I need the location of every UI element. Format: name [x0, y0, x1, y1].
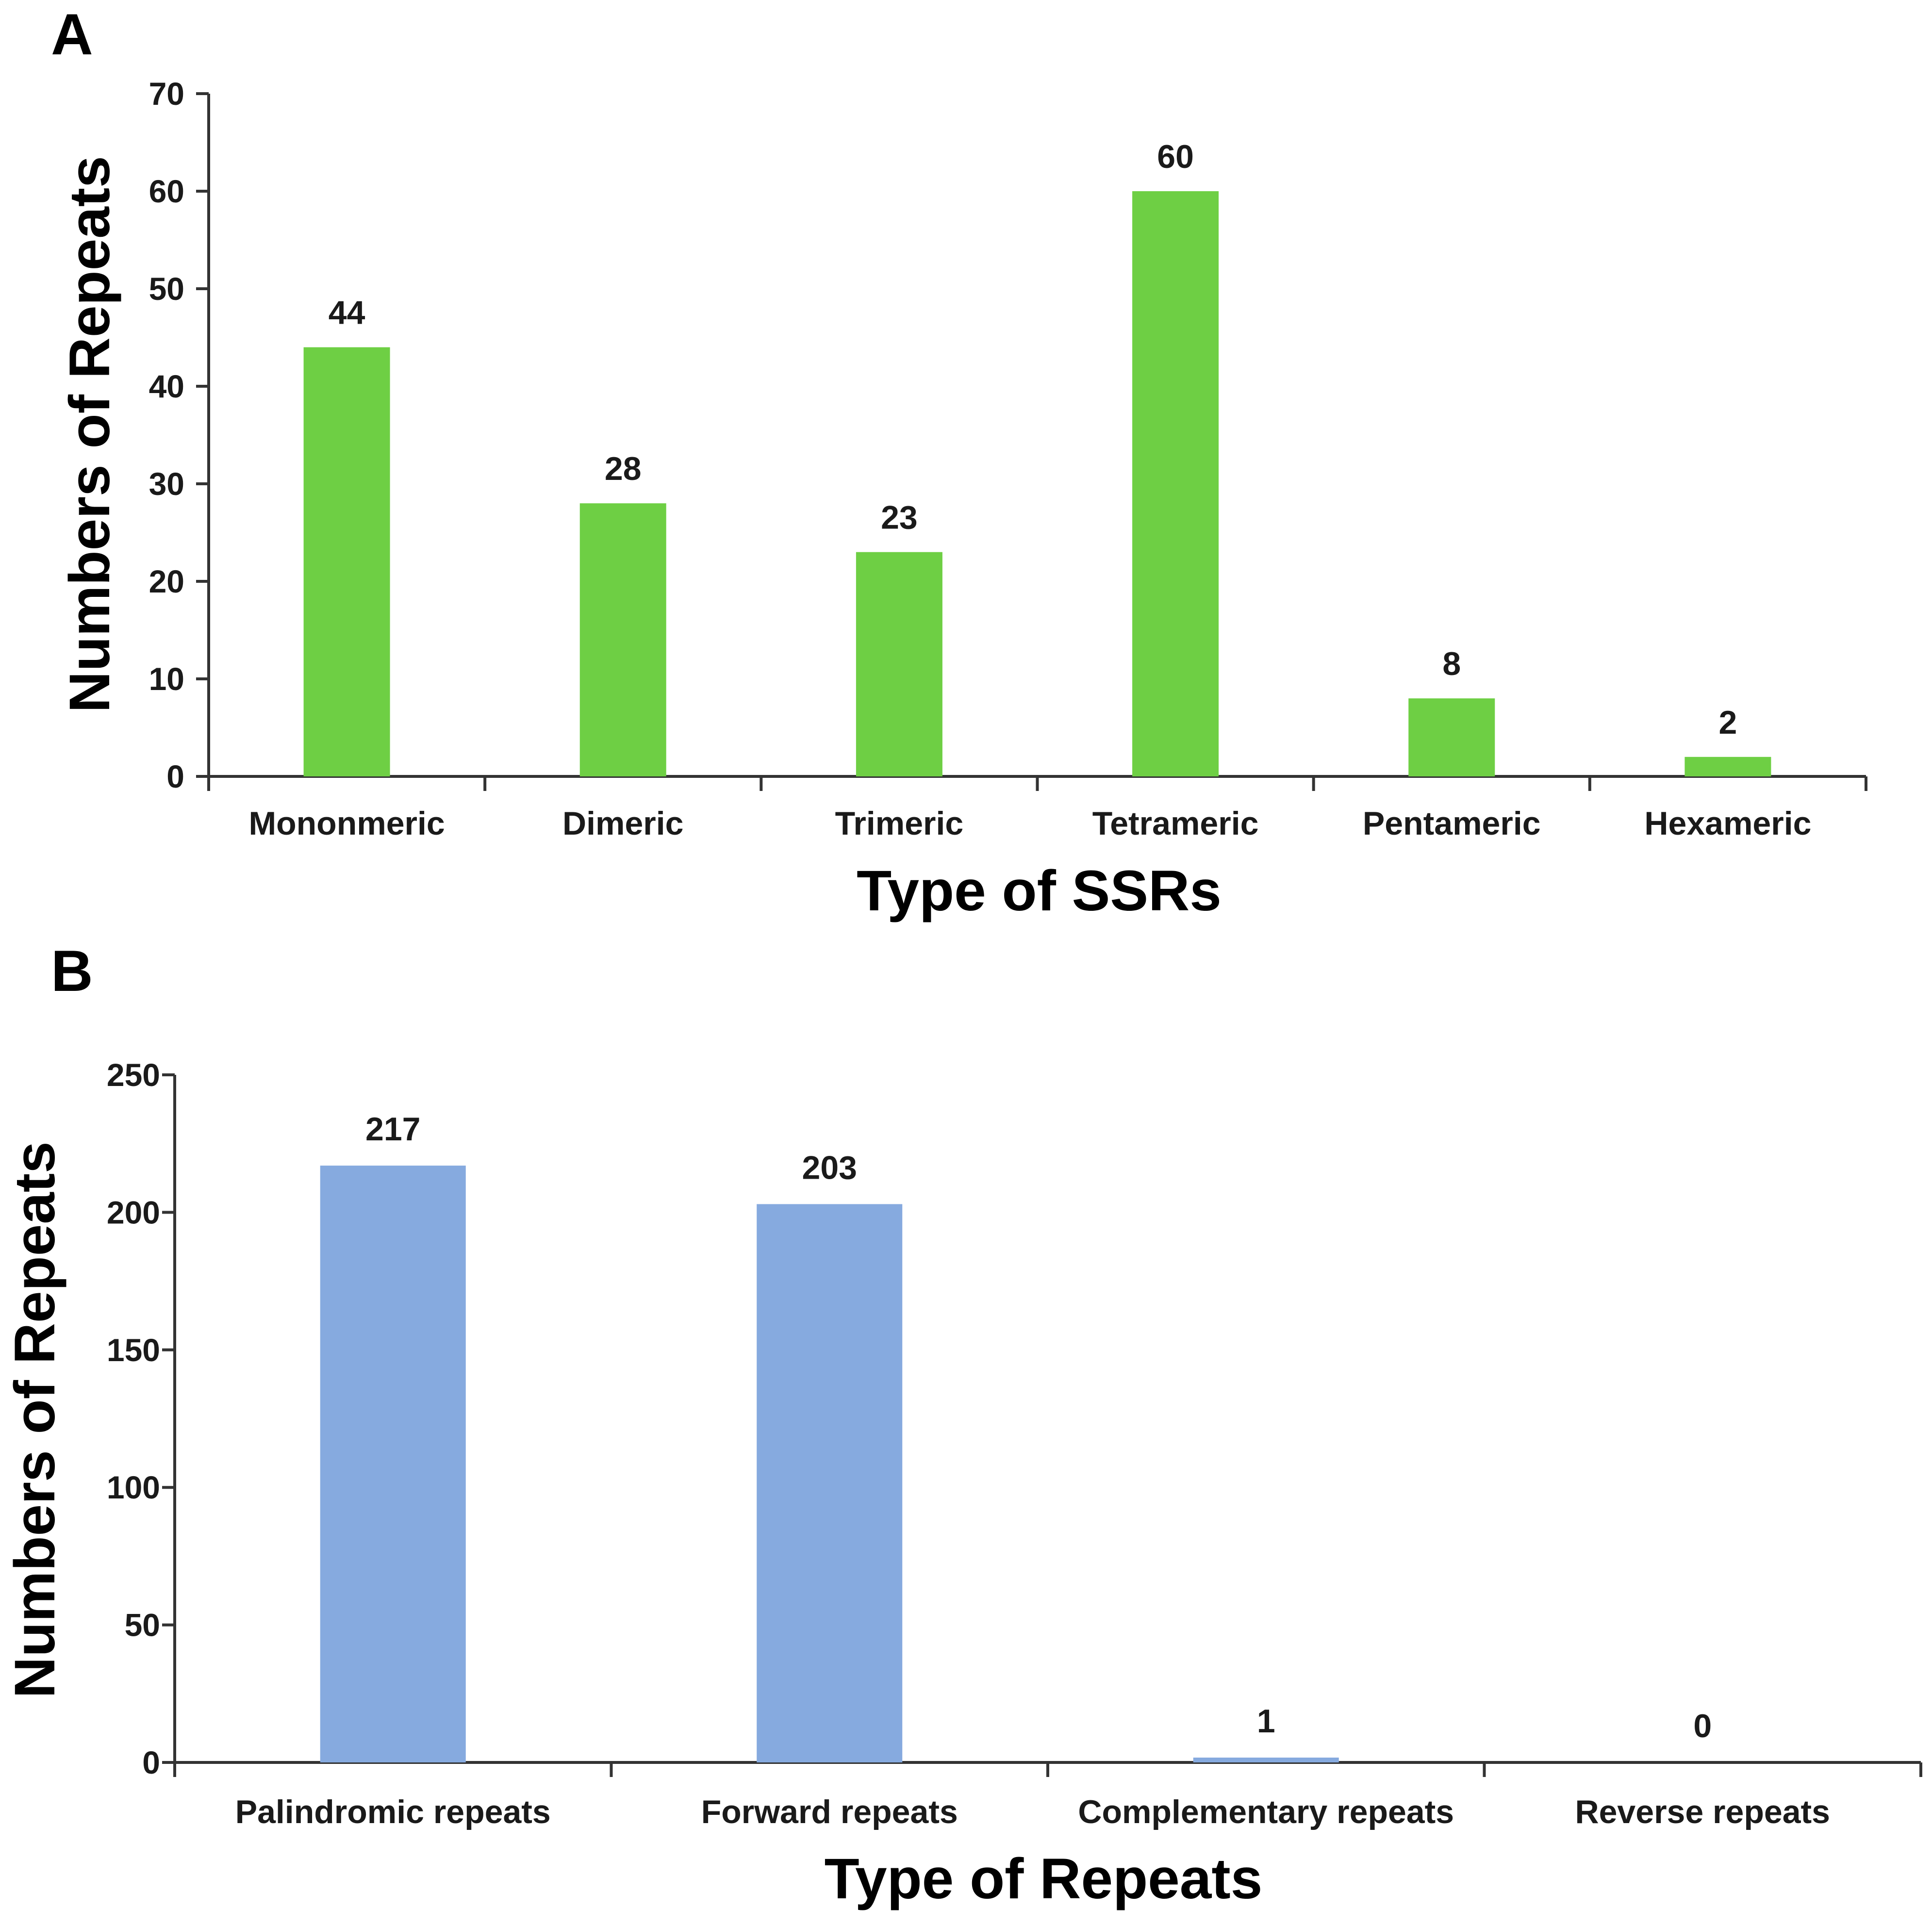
y-tick-label-a: 30 — [149, 466, 184, 502]
y-tick-label-a: 40 — [149, 368, 184, 404]
bar-a — [579, 503, 666, 776]
y-tick-label-b: 50 — [125, 1607, 160, 1643]
panel-letter-a: A — [51, 2, 93, 67]
x-tick-label-b: Palindromic repeats — [235, 1793, 551, 1830]
y-ticks-b: 0 50 100 150 200 250 — [107, 1057, 175, 1780]
bar-a — [303, 347, 390, 776]
data-label-a: 8 — [1442, 645, 1461, 682]
y-axis-title-b: Numbers of Repeats — [3, 1141, 67, 1698]
y-tick-label-a: 0 — [166, 758, 184, 794]
x-tick-label-a: Dimeric — [562, 805, 683, 842]
data-label-b: 0 — [1693, 1708, 1712, 1744]
bar-a — [1684, 757, 1771, 776]
y-tick-label-a: 50 — [149, 271, 184, 307]
y-axis-title-a: Numbers of Repeats — [58, 156, 122, 713]
bar-a — [1132, 191, 1219, 776]
data-label-b: 1 — [1257, 1703, 1275, 1740]
y-axis-b: 0 50 100 150 200 250 — [107, 1057, 176, 1780]
x-axis-title-b: Type of Repeats — [825, 1847, 1263, 1911]
chart-panel-a: A 0 10 20 30 40 50 60 70 Mononmeric Dimeric Trime… — [51, 2, 1867, 923]
data-label-a: 2 — [1719, 704, 1737, 741]
data-label-a: 60 — [1157, 138, 1194, 175]
y-tick-label-b: 200 — [107, 1194, 160, 1230]
y-tick-label-a: 60 — [149, 173, 184, 209]
x-axis-b: Palindromic repeats Forward repeats Comple… — [173, 1761, 1922, 1830]
bar-a — [1408, 698, 1495, 776]
y-tick-label-b: 250 — [107, 1057, 160, 1093]
bars-a: 44 28 23 60 8 2 — [303, 138, 1771, 776]
data-label-b: 217 — [365, 1111, 420, 1148]
x-ticks-a: Mononmeric Dimeric Trimeric Tetrameric Penta… — [207, 776, 1867, 842]
data-label-a: 23 — [881, 499, 918, 536]
panel-letter-b: B — [51, 938, 93, 1004]
bar-b — [757, 1204, 903, 1762]
y-tick-label-b: 0 — [142, 1744, 160, 1780]
chart-panel-b: B 0 50 100 150 200 250 Palindromic repeats For… — [3, 938, 1922, 1911]
x-tick-label-a: Trimeric — [835, 805, 964, 842]
x-tick-label-a: Pentameric — [1363, 805, 1541, 842]
x-tick-label-b: Forward repeats — [701, 1793, 958, 1830]
x-ticks-b: Palindromic repeats Forward repeats Comple… — [173, 1762, 1922, 1830]
y-tick-label-b: 100 — [107, 1469, 160, 1505]
y-ticks-a: 0 10 20 30 40 50 60 70 — [149, 76, 209, 794]
x-tick-label-a: Mononmeric — [248, 805, 445, 842]
x-axis-title-a: Type of SSRs — [857, 859, 1222, 923]
x-axis-a: Mononmeric Dimeric Trimeric Tetrameric Penta… — [207, 775, 1867, 842]
x-tick-label-b: Complementary repeats — [1078, 1793, 1454, 1830]
x-tick-label-a: Hexameric — [1644, 805, 1811, 842]
data-label-a: 44 — [329, 295, 365, 331]
data-label-b: 203 — [802, 1149, 857, 1186]
bar-b — [1193, 1758, 1339, 1762]
y-tick-label-b: 150 — [107, 1332, 160, 1368]
y-tick-label-a: 70 — [149, 76, 184, 112]
y-axis-a: 0 10 20 30 40 50 60 70 — [149, 76, 210, 794]
y-tick-label-a: 20 — [149, 563, 184, 599]
y-tick-label-a: 10 — [149, 661, 184, 697]
bar-a — [856, 552, 942, 776]
x-tick-label-a: Tetrameric — [1092, 805, 1259, 842]
x-tick-label-b: Reverse repeats — [1575, 1793, 1830, 1830]
bar-b — [320, 1166, 466, 1762]
bars-b: 217 203 1 0 — [320, 1111, 1712, 1762]
data-label-a: 28 — [605, 450, 642, 487]
